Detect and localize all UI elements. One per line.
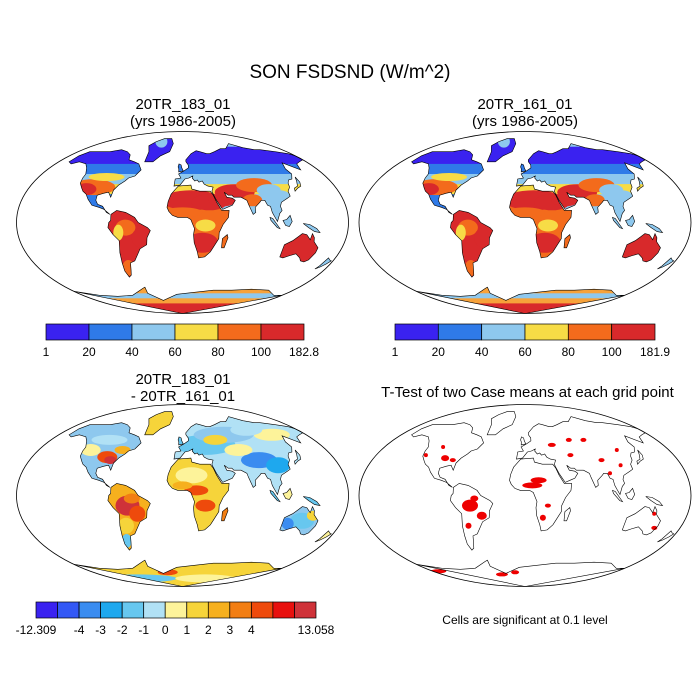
colorbar-3-swatch-2 — [78, 601, 101, 619]
colorbar-panel-2: 1 20 40 60 80 100 181.9 — [392, 323, 670, 359]
colorbar-panel-3: -12.309 -4 -3 -2 -1 0 1 2 3 4 13.058 — [16, 601, 335, 637]
panel-4-title: T-Test of two Case means at each grid po… — [355, 384, 700, 401]
colorbar-3-tick-label: 0 — [162, 623, 169, 637]
colorbar-3-swatch-8 — [207, 601, 231, 619]
colorbar-1-swatch-5 — [260, 323, 305, 341]
colorbar-3-swatch-7 — [186, 601, 209, 619]
colorbar-3-swatch-5 — [143, 601, 166, 619]
panel-1-title-line2: (yrs 1986-2005) — [130, 113, 236, 130]
panel-2-title-line1: 20TR_161_01 — [477, 96, 573, 113]
colorbar-2-tick-label: 100 — [602, 345, 622, 359]
colorbar-3-swatch-1 — [57, 601, 80, 619]
colorbar-3-tick-label: -3 — [95, 623, 106, 637]
colorbar-2-tick-label: 20 — [432, 345, 446, 359]
colorbar-3-tick-label: -1 — [138, 623, 149, 637]
colorbar-2-tick-label: 80 — [562, 345, 576, 359]
colorbar-1-tick-label: 60 — [168, 345, 182, 359]
colorbar-1-tick-label: 100 — [251, 345, 271, 359]
colorbar-1-tick-label: 80 — [211, 345, 225, 359]
figure-title: SON FSDSND (W/m^2) — [249, 62, 451, 83]
colorbar-3-tick-label: 2 — [205, 623, 212, 637]
panel-4-title-line1: T-Test of two Case means at each grid po… — [381, 384, 674, 401]
colorbar-3-tick-label: 13.058 — [298, 623, 335, 637]
colorbar-2-swatch-3 — [524, 323, 569, 341]
colorbar-3-swatch-6 — [164, 601, 188, 619]
colorbar-1-swatch-3 — [174, 323, 219, 341]
colorbar-2-tick-label: 1 — [392, 345, 399, 359]
colorbar-1-tick-label: 182.8 — [289, 345, 319, 359]
colorbar-1-swatch-1 — [88, 323, 133, 341]
colorbar-3-tick-label: -4 — [74, 623, 85, 637]
map-panel-2 — [358, 131, 692, 314]
colorbar-1-swatch-2 — [131, 323, 176, 341]
colorbar-1-tick-label: 40 — [125, 345, 139, 359]
colorbar-2-tick-label: 181.9 — [640, 345, 670, 359]
colorbar-3-swatch-9 — [229, 601, 252, 619]
panel-2-title-line2: (yrs 1986-2005) — [472, 113, 578, 130]
panel-2-title: 20TR_161_01 (yrs 1986-2005) — [360, 96, 690, 130]
significance-note: Cells are significant at 0.1 level — [442, 613, 608, 627]
panel-3-title-line1: 20TR_183_01 — [135, 371, 231, 388]
colorbar-1-swatch-0 — [45, 323, 90, 341]
colorbar-3-swatch-11 — [272, 601, 295, 619]
colorbar-2-tick-label: 40 — [475, 345, 489, 359]
colorbar-3-swatch-4 — [121, 601, 145, 619]
map-panel-1 — [16, 131, 349, 314]
colorbar-2-swatch-0 — [394, 323, 439, 341]
colorbar-3-swatch-3 — [100, 601, 123, 619]
map-panel-4 — [358, 404, 692, 587]
colorbar-3-tick-label: -12.309 — [16, 623, 57, 637]
colorbar-2-swatch-1 — [437, 323, 482, 341]
colorbar-2-swatch-5 — [611, 323, 656, 341]
colorbar-2-tick-label: 60 — [518, 345, 532, 359]
colorbar-1-tick-label: 1 — [43, 345, 50, 359]
colorbar-panel-1: 1 20 40 60 80 100 182.8 — [43, 323, 319, 359]
panel-3-title: 20TR_183_01 - 20TR_161_01 — [18, 371, 348, 405]
colorbar-3-tick-label: 3 — [226, 623, 233, 637]
colorbar-3-tick-label: -2 — [117, 623, 128, 637]
colorbar-3-swatch-0 — [35, 601, 58, 619]
map-panel-3 — [16, 404, 349, 587]
panel-1-title: 20TR_183_01 (yrs 1986-2005) — [18, 96, 348, 130]
colorbar-3-swatch-12 — [294, 601, 317, 619]
colorbar-3-tick-label: 1 — [183, 623, 190, 637]
colorbar-3-swatch-10 — [251, 601, 274, 619]
colorbar-3-tick-label: 4 — [248, 623, 255, 637]
panel-3-title-line2: - 20TR_161_01 — [130, 388, 236, 405]
colorbar-2-swatch-4 — [567, 323, 612, 341]
panel-1-title-line1: 20TR_183_01 — [135, 96, 231, 113]
colorbar-1-swatch-4 — [217, 323, 262, 341]
colorbar-2-swatch-2 — [481, 323, 526, 341]
colorbar-1-tick-label: 20 — [82, 345, 96, 359]
